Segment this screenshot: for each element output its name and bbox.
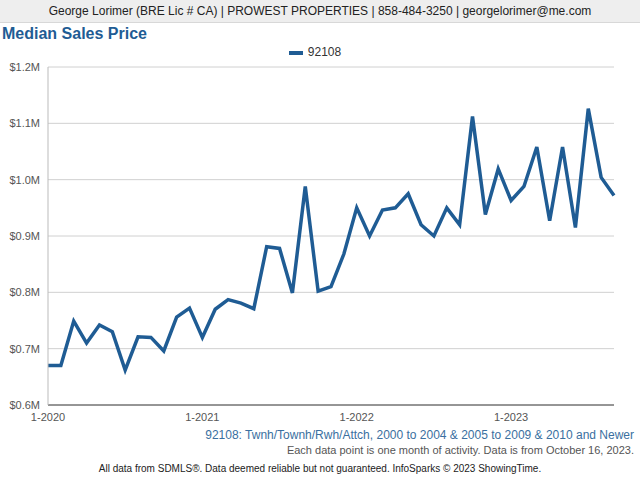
html-text:92108: Twnh/Townh/Rwh/Attch, 2: 92108: Twnh/Townh/Rwh/Attch, 2000 to 200… [205,428,634,442]
svg-text:$0.6M: $0.6M [9,399,40,411]
svg-text:$0.7M: $0.7M [9,343,40,355]
html-text:Median Sales Price: Median Sales Price [2,25,147,42]
html-text:All data from SDMLS®. Data dee: All data from SDMLS®. Data deemed reliab… [98,463,542,474]
svg-text:1-2021: 1-2021 [185,411,219,423]
svg-text:$1.2M: $1.2M [9,61,40,73]
html-text:Each data point is one month o: Each data point is one month of activity… [286,444,634,456]
svg-text:$0.8M: $0.8M [9,286,40,298]
svg-text:1-2020: 1-2020 [31,411,65,423]
svg-text:$1.0M: $1.0M [9,174,40,186]
html-text:92108: 92108 [307,45,342,59]
svg-text:1-2022: 1-2022 [340,411,374,423]
html-text:George Lorimer (BRE Lic # CA): George Lorimer (BRE Lic # CA) | PROWEST … [48,4,592,18]
svg-text:$0.9M: $0.9M [9,230,40,242]
svg-text:1-2023: 1-2023 [494,411,528,423]
svg-text:$1.1M: $1.1M [9,117,40,129]
